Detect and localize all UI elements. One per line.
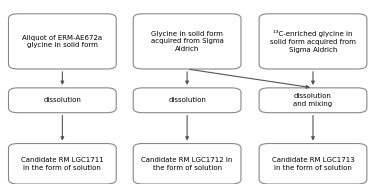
FancyBboxPatch shape — [9, 88, 116, 113]
Text: Aliquot of ERM-AE672a
glycine in solid form: Aliquot of ERM-AE672a glycine in solid f… — [22, 35, 102, 48]
Text: Candidate RM LGC1711
in the form of solution: Candidate RM LGC1711 in the form of solu… — [21, 157, 104, 171]
Text: Candidate RM LGC1713
in the form of solution: Candidate RM LGC1713 in the form of solu… — [272, 157, 354, 171]
FancyBboxPatch shape — [133, 14, 241, 69]
Text: dissolution: dissolution — [168, 97, 206, 103]
Text: Candidate RM LGC1712 in
the form of solution: Candidate RM LGC1712 in the form of solu… — [141, 157, 233, 171]
Text: dissolution
and mixing: dissolution and mixing — [293, 93, 333, 107]
FancyBboxPatch shape — [9, 14, 116, 69]
FancyBboxPatch shape — [133, 144, 241, 184]
FancyBboxPatch shape — [9, 144, 116, 184]
FancyBboxPatch shape — [133, 88, 241, 113]
Text: Glycine in solid form
acquired from Sigma
Aldrich: Glycine in solid form acquired from Sigm… — [151, 31, 223, 52]
FancyBboxPatch shape — [259, 14, 367, 69]
Text: ¹³C-enriched glycine in
solid form acquired from
Sigma Aldrich: ¹³C-enriched glycine in solid form acqui… — [270, 30, 356, 53]
FancyBboxPatch shape — [259, 88, 367, 113]
Text: dissolution: dissolution — [43, 97, 81, 103]
FancyBboxPatch shape — [259, 144, 367, 184]
